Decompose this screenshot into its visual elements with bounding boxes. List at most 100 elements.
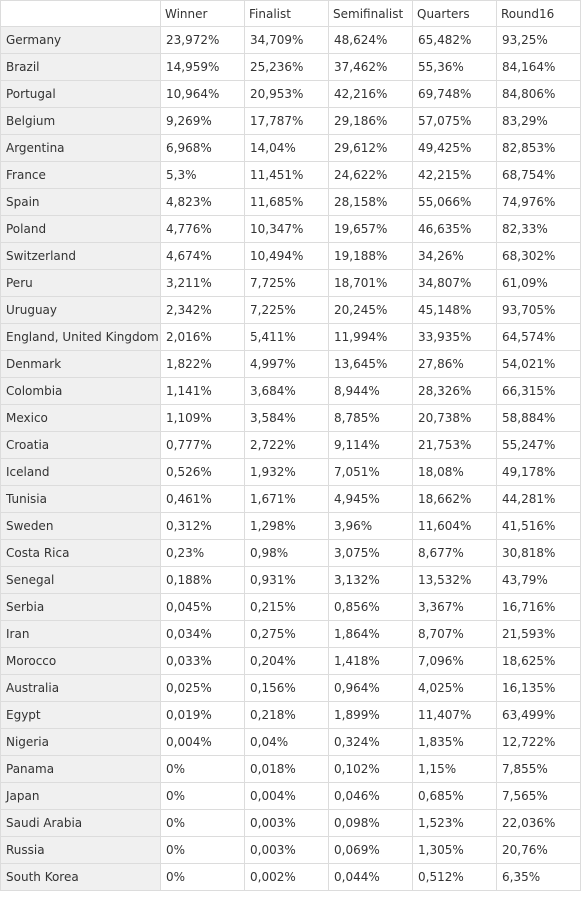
team-name-cell: Morocco bbox=[0, 647, 161, 675]
probability-cell: 25,236% bbox=[244, 53, 329, 81]
team-name-cell: Argentina bbox=[0, 134, 161, 162]
probability-cell: 9,269% bbox=[160, 107, 245, 135]
probability-cell: 1,822% bbox=[160, 350, 245, 378]
probability-cell: 68,754% bbox=[496, 161, 581, 189]
probability-cell: 21,753% bbox=[412, 431, 497, 459]
probability-cell: 0% bbox=[160, 836, 245, 864]
team-name-cell: Egypt bbox=[0, 701, 161, 729]
probability-cell: 63,499% bbox=[496, 701, 581, 729]
table-row: Switzerland 4,674% 10,494% 19,188% 34,26% 68,… bbox=[0, 242, 581, 270]
probability-cell: 0,23% bbox=[160, 539, 245, 567]
probability-cell: 4,025% bbox=[412, 674, 497, 702]
probability-cell: 74,976% bbox=[496, 188, 581, 216]
team-name-cell: Brazil bbox=[0, 53, 161, 81]
probability-cell: 45,148% bbox=[412, 296, 497, 324]
table-row: Japan 0% 0,004% 0,046% 0,685% 7,565% bbox=[0, 782, 581, 810]
probability-cell: 10,964% bbox=[160, 80, 245, 108]
probability-cell: 0,033% bbox=[160, 647, 245, 675]
probability-cell: 0,045% bbox=[160, 593, 245, 621]
probability-cell: 0,931% bbox=[244, 566, 329, 594]
team-name-cell: Poland bbox=[0, 215, 161, 243]
probability-cell: 65,482% bbox=[412, 26, 497, 54]
column-header-quarters: Quarters bbox=[412, 0, 497, 27]
table-row: Serbia 0,045% 0,215% 0,856% 3,367% 16,716% bbox=[0, 593, 581, 621]
probability-cell: 10,494% bbox=[244, 242, 329, 270]
probability-cell: 16,135% bbox=[496, 674, 581, 702]
team-name-cell: Mexico bbox=[0, 404, 161, 432]
probability-cell: 22,036% bbox=[496, 809, 581, 837]
probability-cell: 7,855% bbox=[496, 755, 581, 783]
probability-cell: 0,025% bbox=[160, 674, 245, 702]
probability-cell: 13,645% bbox=[328, 350, 413, 378]
table-row: Nigeria 0,004% 0,04% 0,324% 1,835% 12,722% bbox=[0, 728, 581, 756]
probability-cell: 84,164% bbox=[496, 53, 581, 81]
table-header: Winner Finalist Semifinalist Quarters Ro… bbox=[0, 0, 581, 27]
probability-cell: 0% bbox=[160, 809, 245, 837]
probability-cell: 4,997% bbox=[244, 350, 329, 378]
probability-cell: 28,326% bbox=[412, 377, 497, 405]
probability-cell: 0,034% bbox=[160, 620, 245, 648]
probability-cell: 14,959% bbox=[160, 53, 245, 81]
probability-cell: 29,186% bbox=[328, 107, 413, 135]
table-row: Belgium 9,269% 17,787% 29,186% 57,075% 83,29% bbox=[0, 107, 581, 135]
probability-cell: 19,657% bbox=[328, 215, 413, 243]
probability-cell: 0,856% bbox=[328, 593, 413, 621]
team-name-cell: South Korea bbox=[0, 863, 161, 891]
probability-cell: 69,748% bbox=[412, 80, 497, 108]
probability-cell: 8,785% bbox=[328, 404, 413, 432]
probability-cell: 4,823% bbox=[160, 188, 245, 216]
probability-cell: 8,707% bbox=[412, 620, 497, 648]
probability-cell: 43,79% bbox=[496, 566, 581, 594]
table-row: Uruguay 2,342% 7,225% 20,245% 45,148% 93,705% bbox=[0, 296, 581, 324]
probability-cell: 4,674% bbox=[160, 242, 245, 270]
probability-cell: 82,33% bbox=[496, 215, 581, 243]
probability-cell: 0,685% bbox=[412, 782, 497, 810]
probability-cell: 0,003% bbox=[244, 809, 329, 837]
probability-cell: 34,807% bbox=[412, 269, 497, 297]
column-header-round16: Round16 bbox=[496, 0, 581, 27]
probability-cell: 58,884% bbox=[496, 404, 581, 432]
probability-cell: 3,684% bbox=[244, 377, 329, 405]
probability-cell: 55,36% bbox=[412, 53, 497, 81]
team-name-cell: Senegal bbox=[0, 566, 161, 594]
table-row: Sweden 0,312% 1,298% 3,96% 11,604% 41,516% bbox=[0, 512, 581, 540]
table-row: Iceland 0,526% 1,932% 7,051% 18,08% 49,178% bbox=[0, 458, 581, 486]
probability-cell: 20,245% bbox=[328, 296, 413, 324]
probability-cell: 1,141% bbox=[160, 377, 245, 405]
team-name-cell: Uruguay bbox=[0, 296, 161, 324]
team-name-cell: Panama bbox=[0, 755, 161, 783]
probability-cell: 64,574% bbox=[496, 323, 581, 351]
probability-cell: 0,324% bbox=[328, 728, 413, 756]
probability-cell: 28,158% bbox=[328, 188, 413, 216]
probability-cell: 93,705% bbox=[496, 296, 581, 324]
probability-cell: 0,046% bbox=[328, 782, 413, 810]
probability-cell: 49,178% bbox=[496, 458, 581, 486]
table-row: Colombia 1,141% 3,684% 8,944% 28,326% 66,315% bbox=[0, 377, 581, 405]
table-row: France 5,3% 11,451% 24,622% 42,215% 68,754% bbox=[0, 161, 581, 189]
probability-cell: 17,787% bbox=[244, 107, 329, 135]
probability-cell: 1,864% bbox=[328, 620, 413, 648]
team-name-cell: France bbox=[0, 161, 161, 189]
probability-cell: 37,462% bbox=[328, 53, 413, 81]
probability-cell: 0,461% bbox=[160, 485, 245, 513]
probability-cell: 34,26% bbox=[412, 242, 497, 270]
probability-cell: 1,523% bbox=[412, 809, 497, 837]
probability-cell: 1,671% bbox=[244, 485, 329, 513]
probability-cell: 18,625% bbox=[496, 647, 581, 675]
probability-cell: 0,275% bbox=[244, 620, 329, 648]
probability-cell: 11,685% bbox=[244, 188, 329, 216]
probability-cell: 6,35% bbox=[496, 863, 581, 891]
probability-cell: 0,019% bbox=[160, 701, 245, 729]
table-row: Tunisia 0,461% 1,671% 4,945% 18,662% 44,281% bbox=[0, 485, 581, 513]
probability-cell: 6,968% bbox=[160, 134, 245, 162]
probability-cell: 29,612% bbox=[328, 134, 413, 162]
probability-cell: 0,018% bbox=[244, 755, 329, 783]
team-name-cell: Iceland bbox=[0, 458, 161, 486]
probability-cell: 5,3% bbox=[160, 161, 245, 189]
probability-cell: 20,953% bbox=[244, 80, 329, 108]
probability-cell: 27,86% bbox=[412, 350, 497, 378]
probability-cell: 9,114% bbox=[328, 431, 413, 459]
table-row: Costa Rica 0,23% 0,98% 3,075% 8,677% 30,818% bbox=[0, 539, 581, 567]
probability-cell: 2,342% bbox=[160, 296, 245, 324]
probability-cell: 68,302% bbox=[496, 242, 581, 270]
